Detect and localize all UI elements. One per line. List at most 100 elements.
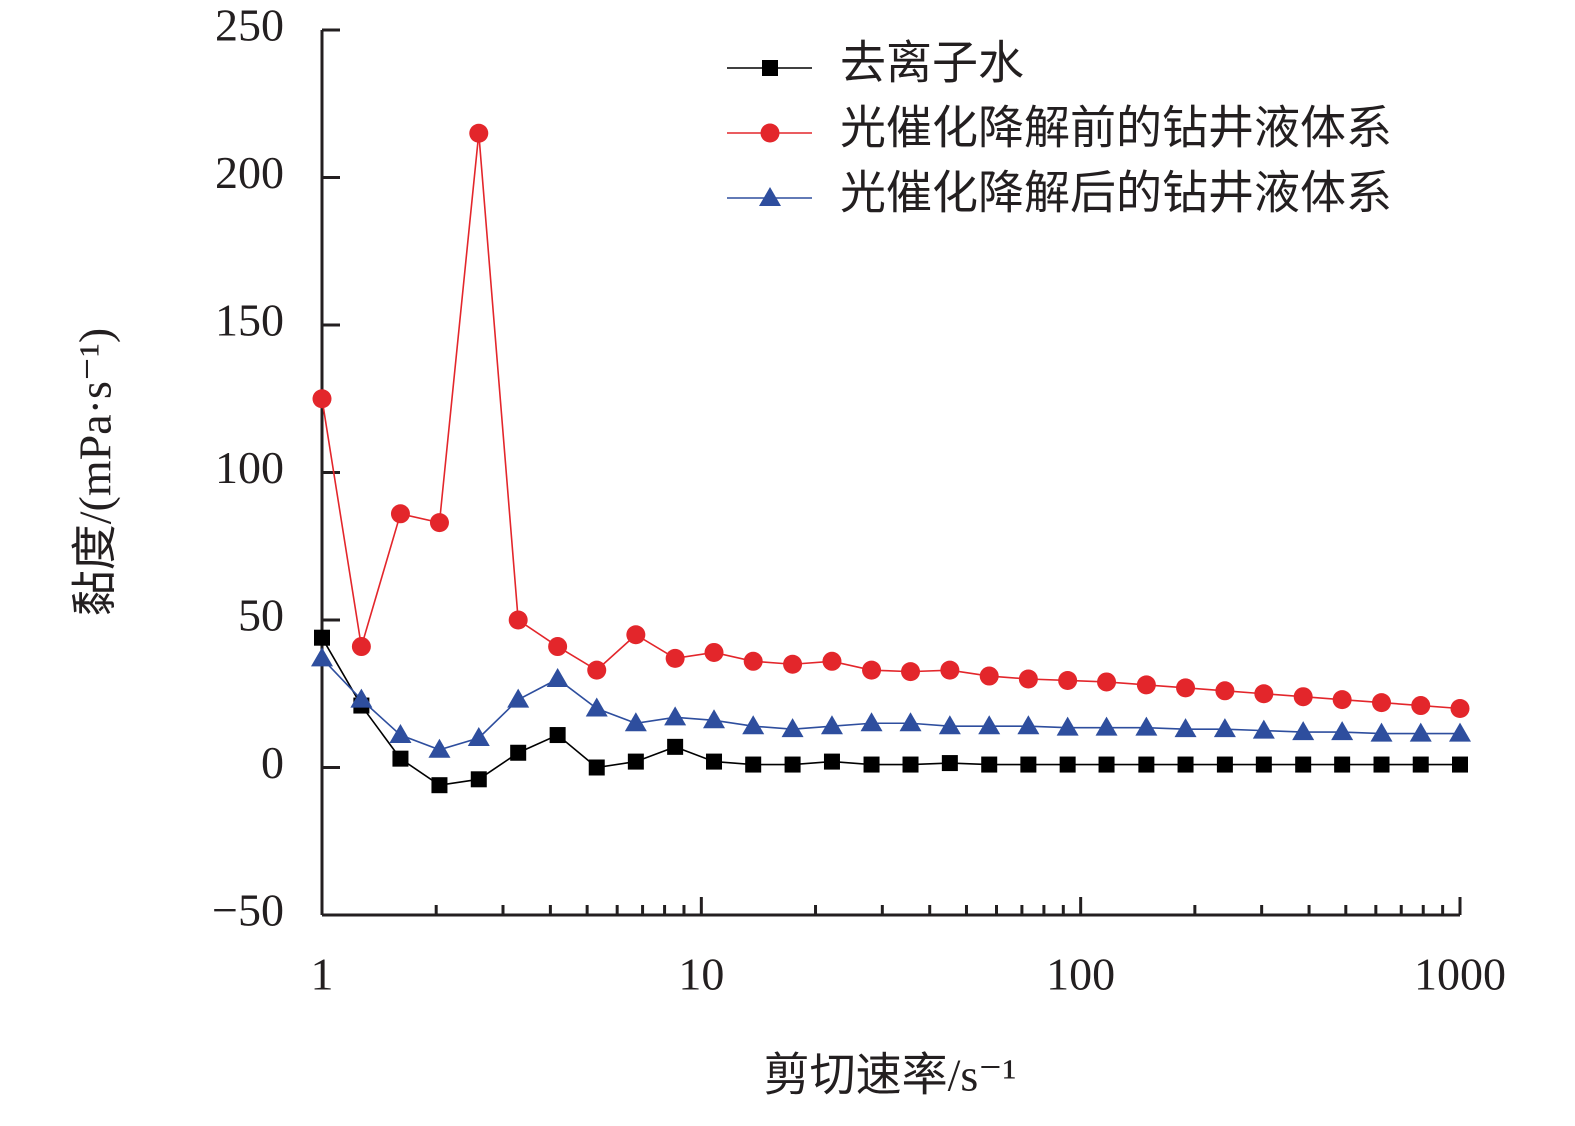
marker — [978, 715, 1001, 735]
marker — [823, 753, 840, 770]
marker — [822, 651, 842, 671]
marker — [1215, 681, 1235, 701]
y-tick-label: 150 — [215, 295, 284, 346]
marker — [1098, 756, 1115, 773]
marker — [624, 712, 647, 732]
marker — [626, 625, 646, 645]
marker — [627, 753, 644, 770]
marker — [743, 651, 763, 671]
marker — [667, 738, 684, 755]
marker — [389, 724, 412, 744]
marker — [706, 753, 723, 770]
y-tick-label: −50 — [212, 885, 284, 936]
marker — [1252, 719, 1275, 739]
marker — [587, 660, 607, 680]
marker — [1372, 693, 1392, 713]
marker — [392, 750, 409, 767]
marker — [314, 629, 330, 646]
marker — [981, 756, 998, 773]
marker — [1174, 718, 1197, 738]
marker — [1292, 721, 1315, 741]
legend-marker — [762, 60, 778, 76]
series-line — [321, 637, 1460, 787]
marker — [588, 759, 605, 776]
marker — [470, 771, 487, 788]
marker — [1059, 756, 1076, 773]
marker — [1411, 696, 1431, 716]
marker — [902, 756, 919, 773]
y-tick-label: 0 — [261, 737, 284, 788]
marker — [1017, 715, 1040, 735]
marker — [585, 697, 608, 717]
marker — [1135, 716, 1158, 736]
marker — [665, 648, 685, 668]
marker — [428, 738, 451, 758]
marker — [862, 660, 882, 680]
marker — [1295, 756, 1312, 773]
marker — [1450, 699, 1470, 718]
marker — [1020, 756, 1037, 773]
x-tick-label: 100 — [1046, 949, 1115, 1000]
x-tick-label: 1 — [311, 949, 334, 1000]
series-line — [321, 133, 1461, 710]
marker — [508, 610, 528, 630]
marker — [938, 715, 961, 735]
marker — [1018, 669, 1038, 689]
marker — [390, 504, 410, 524]
x-tick-label: 10 — [678, 949, 724, 1000]
marker — [1216, 756, 1233, 773]
marker — [1097, 672, 1117, 692]
marker — [1213, 718, 1236, 738]
marker — [899, 712, 922, 732]
legend-label: 光催化降解后的钻井液体系 — [840, 168, 1392, 219]
y-tick-label: 250 — [215, 0, 284, 51]
marker — [1449, 722, 1471, 742]
x-tick-label: 1000 — [1414, 949, 1506, 1000]
marker — [745, 756, 762, 773]
marker — [1095, 716, 1118, 736]
marker — [311, 647, 333, 667]
marker — [1412, 756, 1429, 773]
marker — [1293, 687, 1313, 707]
marker — [820, 715, 843, 735]
marker — [941, 755, 958, 772]
marker — [1058, 670, 1078, 690]
marker — [1056, 716, 1079, 736]
marker — [1331, 721, 1354, 741]
legend-label: 去离子水 — [840, 38, 1024, 89]
marker — [860, 712, 883, 732]
marker — [940, 660, 960, 680]
marker — [781, 718, 804, 738]
marker — [979, 666, 999, 686]
marker — [549, 727, 566, 744]
marker — [431, 777, 448, 794]
marker — [664, 706, 687, 726]
y-axis-label: 黏度/(mPa·s⁻¹) — [70, 328, 121, 617]
marker — [703, 709, 726, 729]
marker — [510, 744, 527, 761]
marker — [312, 389, 332, 409]
marker — [546, 668, 569, 687]
marker — [469, 123, 489, 143]
marker — [1373, 756, 1390, 773]
marker — [351, 637, 371, 657]
marker — [429, 513, 449, 533]
marker — [1176, 678, 1196, 698]
y-tick-label: 50 — [238, 590, 284, 641]
marker — [863, 756, 880, 773]
marker — [1138, 756, 1155, 773]
legend-marker — [759, 187, 781, 206]
marker — [704, 642, 724, 662]
marker — [1452, 756, 1468, 773]
legend-label: 光催化降解前的钻井液体系 — [840, 103, 1392, 154]
marker — [350, 688, 373, 708]
marker — [1332, 690, 1352, 710]
marker — [1334, 756, 1351, 773]
marker — [1177, 756, 1194, 773]
marker — [1254, 684, 1274, 704]
marker — [1370, 722, 1393, 742]
marker — [1136, 675, 1156, 695]
marker — [548, 637, 568, 657]
